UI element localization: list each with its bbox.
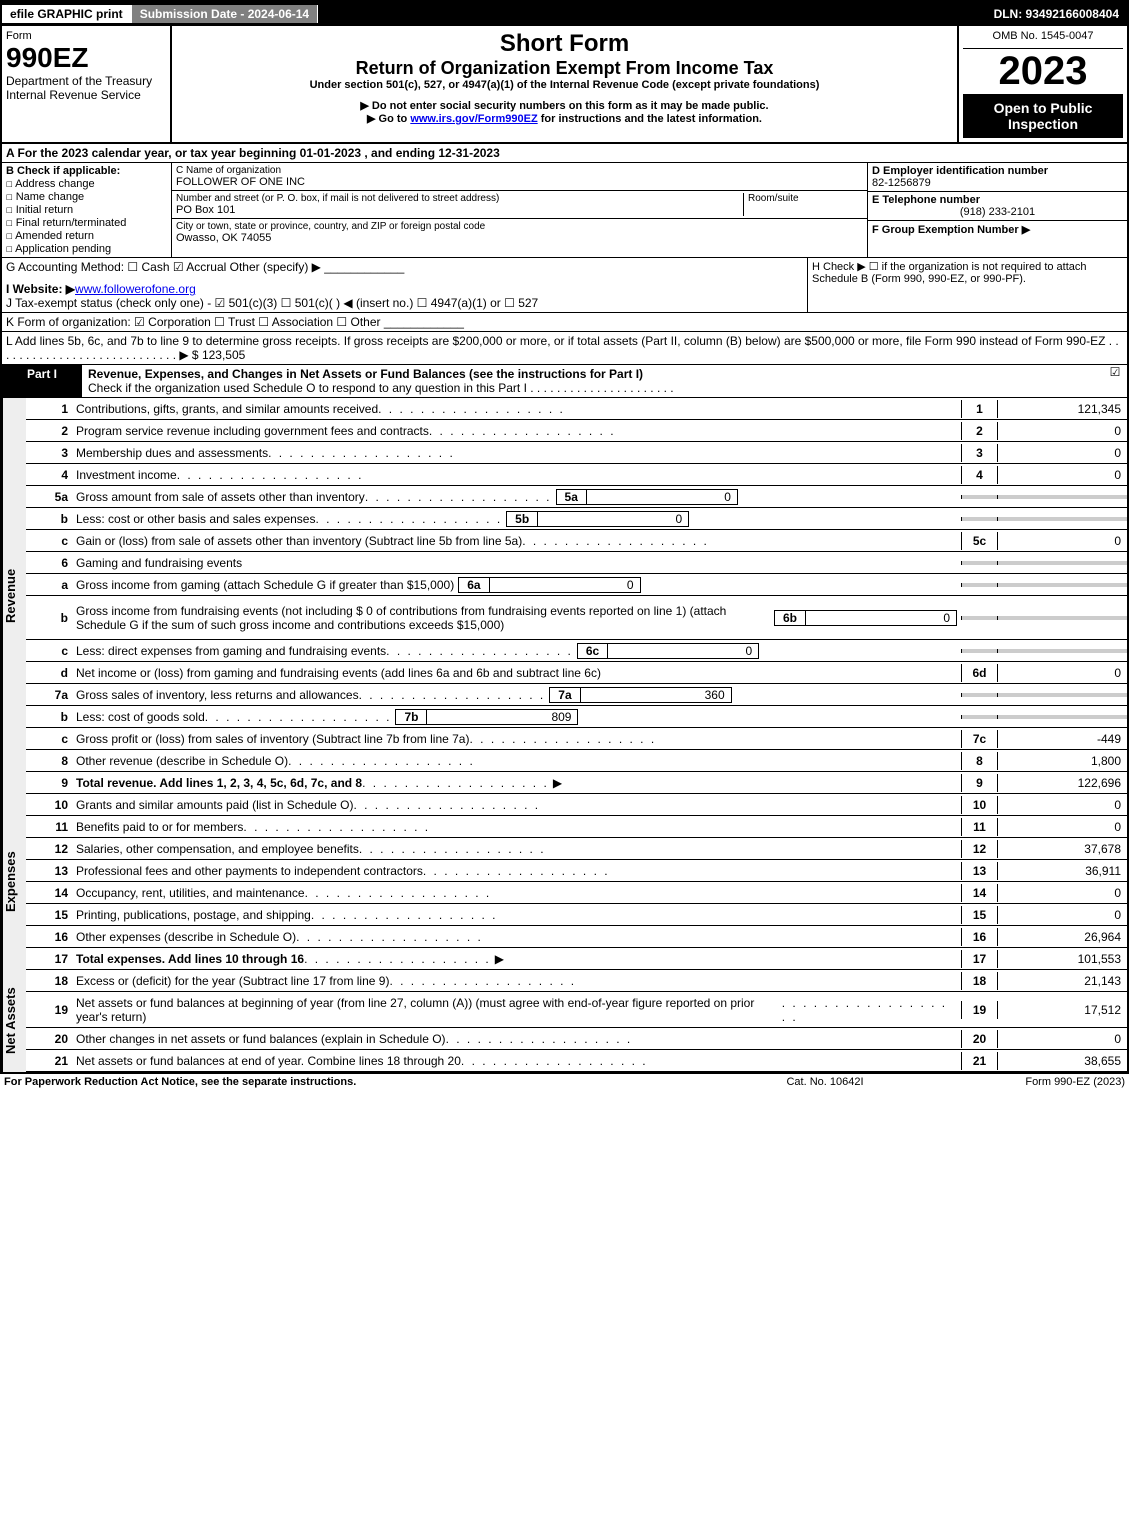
form-header: Form 990EZ Department of the Treasury In… — [2, 26, 1127, 144]
website-link[interactable]: www.followerofone.org — [75, 282, 196, 296]
form-number: 990EZ — [6, 42, 166, 74]
g-accounting: G Accounting Method: ☐ Cash ☑ Accrual Ot… — [6, 260, 803, 274]
line-11: 11Benefits paid to or for members110 — [26, 816, 1127, 838]
l-gross-receipts: L Add lines 5b, 6c, and 7b to line 9 to … — [2, 332, 1127, 365]
c-room-lbl: Room/suite — [748, 193, 863, 204]
c-name-lbl: C Name of organization — [176, 165, 863, 176]
efile-print[interactable]: efile GRAPHIC print — [2, 5, 132, 23]
line-7a: 7aGross sales of inventory, less returns… — [26, 684, 1127, 706]
j-tax-exempt: J Tax-exempt status (check only one) - ☑… — [6, 296, 803, 310]
k-form-of-org: K Form of organization: ☑ Corporation ☐ … — [2, 313, 1127, 332]
form-page: efile GRAPHIC print Submission Date - 20… — [0, 0, 1129, 1074]
line-6a: aGross income from gaming (attach Schedu… — [26, 574, 1127, 596]
footer-formref: Form 990-EZ (2023) — [925, 1076, 1125, 1088]
page-footer: For Paperwork Reduction Act Notice, see … — [0, 1074, 1129, 1090]
open-to-public: Open to Public Inspection — [963, 94, 1123, 138]
submission-date: Submission Date - 2024-06-14 — [132, 5, 318, 23]
header-left: Form 990EZ Department of the Treasury In… — [2, 26, 172, 142]
f-group-lbl: F Group Exemption Number ▶ — [872, 224, 1030, 236]
org-street: PO Box 101 — [176, 204, 743, 216]
omb-number: OMB No. 1545-0047 — [963, 30, 1123, 49]
line-17: 17Total expenses. Add lines 10 through 1… — [26, 948, 1127, 970]
footer-catno: Cat. No. 10642I — [725, 1076, 925, 1088]
line-7b: bLess: cost of goods sold7b809 — [26, 706, 1127, 728]
line-8: 8Other revenue (describe in Schedule O)8… — [26, 750, 1127, 772]
line-13: 13Professional fees and other payments t… — [26, 860, 1127, 882]
line-6: 6Gaming and fundraising events — [26, 552, 1127, 574]
line-12: 12Salaries, other compensation, and empl… — [26, 838, 1127, 860]
e-phone-val: (918) 233-2101 — [872, 206, 1123, 218]
line-3: 3Membership dues and assessments30 — [26, 442, 1127, 464]
c-street-lbl: Number and street (or P. O. box, if mail… — [176, 193, 743, 204]
title-goto: ▶ Go to www.irs.gov/Form990EZ for instru… — [176, 112, 953, 125]
footer-left: For Paperwork Reduction Act Notice, see … — [4, 1076, 725, 1088]
cb-initial-return[interactable]: Initial return — [6, 203, 167, 216]
cb-application-pending[interactable]: Application pending — [6, 242, 167, 255]
d-ein-lbl: D Employer identification number — [872, 165, 1048, 177]
line-6b: bGross income from fundraising events (n… — [26, 596, 1127, 640]
net-assets-table: Net Assets 18Excess or (deficit) for the… — [2, 970, 1127, 1072]
c-city-lbl: City or town, state or province, country… — [176, 221, 863, 232]
org-name: FOLLOWER OF ONE INC — [176, 176, 863, 188]
line-1: 1Contributions, gifts, grants, and simil… — [26, 398, 1127, 420]
i-website: I Website: ▶www.followerofone.org — [6, 282, 803, 296]
cb-amended-return[interactable]: Amended return — [6, 229, 167, 242]
line-15: 15Printing, publications, postage, and s… — [26, 904, 1127, 926]
cb-address-change[interactable]: Address change — [6, 177, 167, 190]
part-1-checkbox[interactable] — [1103, 365, 1127, 397]
side-revenue: Revenue — [2, 398, 26, 794]
org-city: Owasso, OK 74055 — [176, 232, 863, 244]
part-1-title: Revenue, Expenses, and Changes in Net As… — [88, 367, 643, 381]
cb-name-change[interactable]: Name change — [6, 190, 167, 203]
col-c-name-address: C Name of organization FOLLOWER OF ONE I… — [172, 163, 867, 257]
line-5c: cGain or (loss) from sale of assets othe… — [26, 530, 1127, 552]
part-1-header: Part I Revenue, Expenses, and Changes in… — [2, 365, 1127, 398]
col-b-checkboxes: B Check if applicable: Address change Na… — [2, 163, 172, 257]
line-2: 2Program service revenue including gover… — [26, 420, 1127, 442]
header-right: OMB No. 1545-0047 2023 Open to Public In… — [957, 26, 1127, 142]
line-4: 4Investment income40 — [26, 464, 1127, 486]
title-short-form: Short Form — [176, 30, 953, 58]
part-1-tag: Part I — [2, 365, 82, 397]
side-net-assets: Net Assets — [2, 970, 26, 1072]
d-ein-val: 82-1256879 — [872, 177, 931, 189]
title-under: Under section 501(c), 527, or 4947(a)(1)… — [176, 79, 953, 91]
line-16: 16Other expenses (describe in Schedule O… — [26, 926, 1127, 948]
row-gh: G Accounting Method: ☐ Cash ☑ Accrual Ot… — [2, 258, 1127, 313]
e-phone-lbl: E Telephone number — [872, 194, 980, 206]
part-1-check: Check if the organization used Schedule … — [88, 381, 674, 395]
title-warn: ▶ Do not enter social security numbers o… — [176, 99, 953, 112]
block-bcdef: B Check if applicable: Address change Na… — [2, 163, 1127, 258]
line-14: 14Occupancy, rent, utilities, and mainte… — [26, 882, 1127, 904]
line-7c: cGross profit or (loss) from sales of in… — [26, 728, 1127, 750]
line-18: 18Excess or (deficit) for the year (Subt… — [26, 970, 1127, 992]
cb-final-return[interactable]: Final return/terminated — [6, 216, 167, 229]
expenses-table: Expenses 10Grants and similar amounts pa… — [2, 794, 1127, 970]
dept-treasury: Department of the Treasury — [6, 74, 166, 88]
line-5b: bLess: cost or other basis and sales exp… — [26, 508, 1127, 530]
line-6c: cLess: direct expenses from gaming and f… — [26, 640, 1127, 662]
revenue-table: Revenue 1Contributions, gifts, grants, a… — [2, 398, 1127, 794]
line-19: 19Net assets or fund balances at beginni… — [26, 992, 1127, 1028]
col-def: D Employer identification number 82-1256… — [867, 163, 1127, 257]
irs-label: Internal Revenue Service — [6, 88, 166, 102]
tax-year: 2023 — [963, 49, 1123, 94]
header-center: Short Form Return of Organization Exempt… — [172, 26, 957, 142]
line-6d: dNet income or (loss) from gaming and fu… — [26, 662, 1127, 684]
top-bar: efile GRAPHIC print Submission Date - 20… — [2, 2, 1127, 26]
section-a-tax-year: A For the 2023 calendar year, or tax yea… — [2, 144, 1127, 163]
line-20: 20Other changes in net assets or fund ba… — [26, 1028, 1127, 1050]
line-5a: 5aGross amount from sale of assets other… — [26, 486, 1127, 508]
form-label: Form — [6, 30, 166, 42]
line-10: 10Grants and similar amounts paid (list … — [26, 794, 1127, 816]
side-expenses: Expenses — [2, 794, 26, 970]
h-schedule-b: H Check ▶ ☐ if the organization is not r… — [807, 258, 1127, 312]
line-21: 21Net assets or fund balances at end of … — [26, 1050, 1127, 1072]
title-return: Return of Organization Exempt From Incom… — [176, 58, 953, 79]
irs-link[interactable]: www.irs.gov/Form990EZ — [410, 113, 537, 125]
dln: DLN: 93492166008404 — [986, 5, 1127, 23]
line-9: 9Total revenue. Add lines 1, 2, 3, 4, 5c… — [26, 772, 1127, 794]
